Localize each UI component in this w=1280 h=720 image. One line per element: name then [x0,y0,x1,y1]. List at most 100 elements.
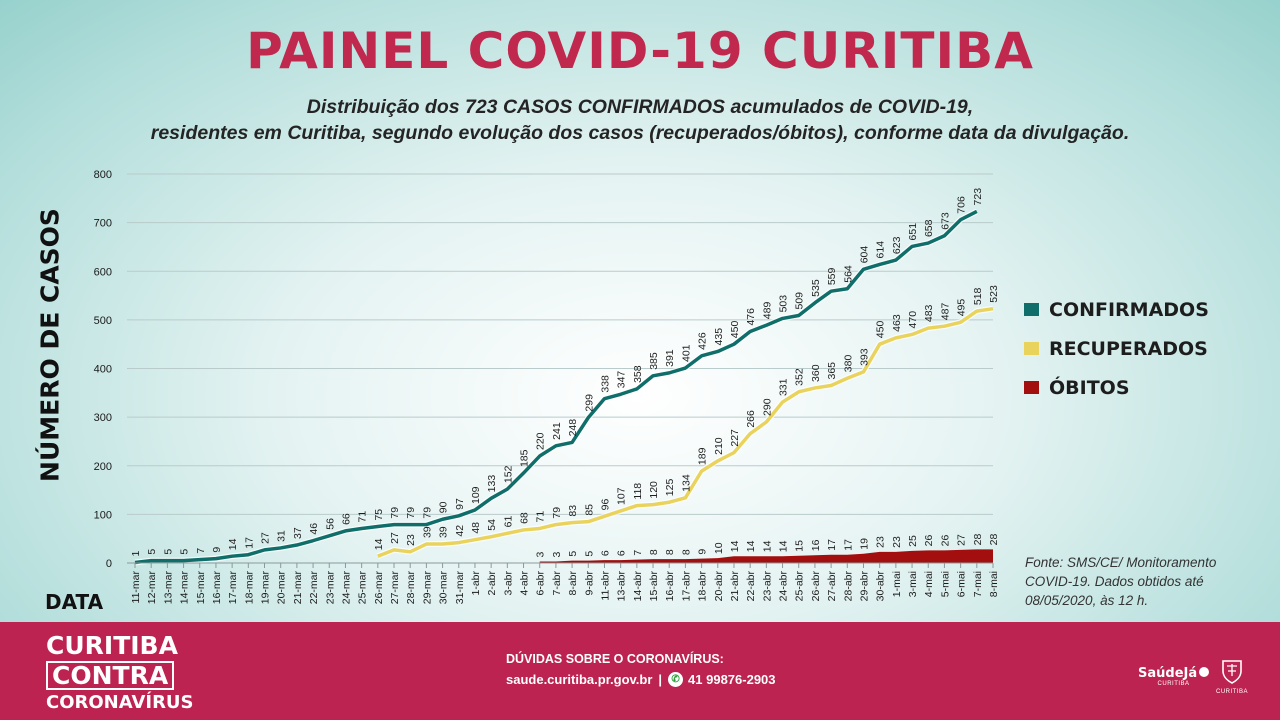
x-tick-label-26-abr: 26-abr [810,571,822,602]
x-tick-label-9-abr: 9-abr [583,571,595,596]
campaign-logo: CURITIBA CONTRA CORONAVÍRUS [46,632,194,713]
data-label-óbitos-16-abr: 8 [664,549,676,555]
data-label-recuperados-29-abr: 393 [858,348,870,366]
data-label-recuperados-8-abr: 83 [567,505,579,517]
data-label-confirmados-1-abr: 109 [470,486,482,504]
data-label-recuperados-2-abr: 54 [486,519,498,531]
data-label-confirmados-28-abr: 564 [842,265,854,283]
data-label-recuperados-25-abr: 352 [794,368,806,386]
y-tick-label-200: 200 [94,461,112,473]
data-label-óbitos-18-abr: 9 [697,549,709,555]
data-label-confirmados-21-mar: 37 [292,527,304,539]
data-label-confirmados-15-abr: 385 [648,352,660,370]
data-label-confirmados-24-abr: 503 [778,295,790,313]
data-label-óbitos-23-abr: 14 [761,540,773,552]
data-label-óbitos-11-abr: 6 [599,550,611,556]
data-label-óbitos-26-abr: 16 [810,539,822,551]
y-tick-label-300: 300 [94,412,112,424]
y-tick-label-0: 0 [106,558,112,570]
data-label-confirmados-19-mar: 27 [260,532,272,544]
data-label-confirmados-20-abr: 435 [713,328,725,346]
x-tick-label-20-mar: 20-mar [276,571,288,605]
data-label-recuperados-21-abr: 227 [729,429,741,447]
data-label-confirmados-4-mai: 658 [923,219,935,237]
data-label-confirmados-17-mar: 14 [227,538,239,550]
data-label-recuperados-6-abr: 71 [535,511,547,523]
x-tick-label-26-mar: 26-mar [373,571,385,605]
x-tick-label-21-mar: 21-mar [292,571,304,605]
data-label-confirmados-13-abr: 347 [616,371,628,389]
data-label-óbitos-25-abr: 15 [794,540,806,552]
data-label-óbitos-24-abr: 14 [778,540,790,552]
x-tick-label-2-abr: 2-abr [486,571,498,596]
y-tick-label-700: 700 [94,218,112,230]
data-label-recuperados-27-abr: 365 [826,362,838,380]
data-label-recuperados-11-abr: 96 [599,498,611,510]
x-tick-label-8-mai: 8-mai [988,571,1000,597]
x-tick-label-30-abr: 30-abr [875,571,887,602]
city-crest: CURITIBA [1216,658,1248,695]
data-label-óbitos-7-mai: 28 [972,534,984,546]
x-tick-label-1-abr: 1-abr [470,571,482,596]
data-label-recuperados-26-mar: 14 [373,538,385,550]
data-label-confirmados-25-abr: 509 [794,292,806,310]
data-label-confirmados-18-abr: 426 [697,332,709,350]
data-label-confirmados-9-abr: 299 [583,394,595,412]
data-label-confirmados-27-mar: 79 [389,507,401,519]
x-tick-label-22-abr: 22-abr [745,571,757,602]
x-tick-label-28-mar: 28-mar [405,571,417,605]
data-label-óbitos-13-abr: 6 [616,550,628,556]
data-label-recuperados-3-abr: 61 [502,515,514,527]
data-label-recuperados-28-mar: 23 [405,534,417,546]
x-tick-label-11-mar: 11-mar [130,571,142,604]
data-label-confirmados-4-abr: 185 [519,449,531,467]
data-label-óbitos-8-abr: 5 [567,551,579,557]
legend-label-obitos: ÓBITOS [1049,376,1130,399]
data-label-confirmados-23-mar: 56 [324,518,336,530]
x-tick-label-8-abr: 8-abr [567,571,579,596]
data-label-confirmados-28-mar: 79 [405,507,417,519]
y-tick-label-400: 400 [94,364,112,376]
help-phone[interactable]: 41 99876-2903 [688,672,776,687]
x-tick-label-30-mar: 30-mar [438,571,450,605]
help-website-link[interactable]: saude.curitiba.pr.gov.br [506,672,653,687]
x-tick-label-14-abr: 14-abr [632,571,644,602]
data-label-confirmados-29-abr: 604 [858,246,870,264]
x-tick-label-17-mar: 17-mar [227,571,239,605]
data-label-confirmados-14-abr: 358 [632,365,644,383]
x-tick-label-29-mar: 29-mar [421,571,433,605]
data-label-confirmados-29-mar: 79 [421,507,433,519]
data-label-confirmados-16-mar: 9 [211,547,223,553]
data-label-confirmados-6-abr: 220 [535,432,547,450]
data-label-óbitos-21-abr: 14 [729,540,741,552]
data-label-confirmados-5-mai: 673 [939,212,951,230]
x-tick-label-6-mai: 6-mai [956,571,968,597]
data-label-recuperados-1-mai: 463 [891,314,903,332]
data-label-confirmados-25-mar: 71 [357,511,369,523]
data-label-confirmados-1-mai: 623 [891,236,903,254]
data-label-confirmados-22-abr: 476 [745,308,757,326]
campaign-logo-line-2: CONTRA [46,661,175,690]
y-tick-label-800: 800 [94,169,112,181]
data-label-recuperados-28-abr: 380 [842,355,854,373]
data-label-confirmados-14-mar: 5 [179,549,191,555]
x-tick-label-31-mar: 31-mar [454,571,466,605]
data-label-óbitos-5-mai: 26 [939,535,951,547]
data-label-óbitos-6-mai: 27 [956,534,968,546]
legend-swatch-obitos [1024,381,1039,394]
x-tick-label-11-abr: 11-abr [599,571,611,601]
x-tick-label-25-mar: 25-mar [357,571,369,605]
data-label-recuperados-26-abr: 360 [810,364,822,382]
x-axis-title: DATA [45,590,104,614]
data-label-confirmados-13-mar: 5 [162,549,174,555]
recuperados-line [377,306,994,558]
page-title: PAINEL COVID-19 CURITIBA [246,22,1034,80]
data-label-recuperados-29-mar: 39 [421,526,433,538]
x-tick-label-24-mar: 24-mar [340,571,352,605]
data-label-recuperados-9-abr: 85 [583,504,595,516]
legend-label-recuperados: RECUPERADOS [1049,337,1208,360]
data-label-óbitos-6-abr: 3 [535,552,547,558]
data-label-óbitos-4-mai: 26 [923,535,935,547]
data-label-confirmados-27-abr: 559 [826,268,838,286]
x-tick-label-3-mai: 3-mai [907,571,919,597]
